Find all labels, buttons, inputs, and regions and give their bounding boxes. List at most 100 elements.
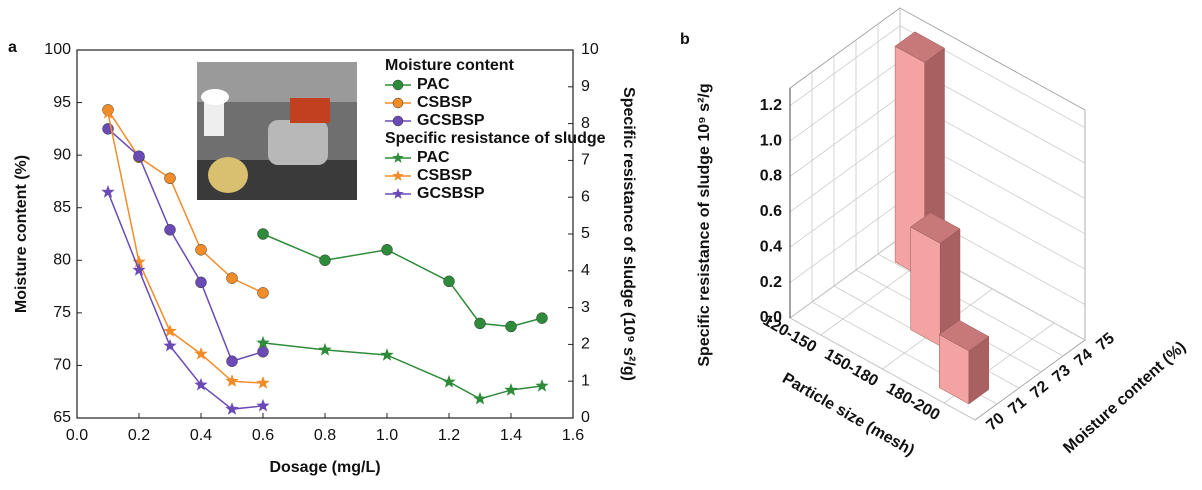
x-tick-label: 120-150 <box>760 312 819 356</box>
star-marker <box>163 338 177 352</box>
star-marker <box>473 391 487 405</box>
star-marker <box>163 324 177 337</box>
y-tick-label: 73 <box>1049 362 1074 387</box>
y-tick-label: 75 <box>53 304 71 321</box>
z-tick-label: 0.2 <box>760 274 782 291</box>
grid-line <box>877 24 1064 357</box>
series-line <box>262 342 543 400</box>
circle-marker <box>474 317 486 330</box>
star-marker <box>132 255 146 268</box>
series-line <box>262 233 543 328</box>
x-tick-label: 0.4 <box>190 427 212 444</box>
bar-top <box>894 31 945 63</box>
legend-marker <box>392 170 404 181</box>
legend-title: Moisture content <box>385 57 515 74</box>
y2-axis-label: Specific resistance of sludge (10⁹ s²/g) <box>620 87 637 381</box>
star-marker <box>380 348 394 361</box>
x-tick-label: 1.2 <box>438 427 460 444</box>
y-tick-label: 95 <box>53 94 71 111</box>
legend-label: CSBSP <box>417 167 472 184</box>
series-line <box>107 191 264 410</box>
x-tick-label: 0.0 <box>66 427 88 444</box>
y-tick-label: 90 <box>53 146 71 163</box>
legend-marker <box>392 152 404 163</box>
legend-title: Specific resistance of sludge <box>385 130 606 147</box>
bar-top <box>910 212 961 244</box>
circle-marker <box>195 276 207 289</box>
y2-tick-label: 4 <box>581 262 590 279</box>
star-marker <box>256 398 270 412</box>
panel-label: b <box>680 31 690 48</box>
z-axis-label: Specific resistance of sludge 10⁹ s²/g <box>696 83 713 366</box>
star-marker <box>535 379 549 392</box>
z-tick-label: 0.8 <box>760 168 782 185</box>
star-marker <box>101 185 115 198</box>
x-tick-label: 180-200 <box>883 380 942 424</box>
y-tick-label: 72 <box>1027 378 1052 403</box>
y-tick-label: 70 <box>983 410 1008 435</box>
left-wall <box>789 7 901 319</box>
x-tick-label: 1.6 <box>562 427 584 444</box>
y-tick-label: 75 <box>1093 330 1118 355</box>
circle-marker <box>443 275 455 288</box>
legend-label: CSBSP <box>417 94 472 111</box>
circle-marker <box>381 244 393 256</box>
z-tick-label: 1.2 <box>760 97 782 114</box>
star-marker <box>318 342 332 356</box>
circle-marker <box>257 346 269 358</box>
grid-line <box>811 72 998 405</box>
y2-tick-label: 7 <box>581 152 590 169</box>
circle-marker <box>505 320 517 333</box>
star-marker <box>132 263 146 276</box>
y-tick-label: 80 <box>53 252 71 269</box>
y2-tick-label: 8 <box>581 115 590 132</box>
y-axis-label: Moisture content (%) <box>13 155 30 313</box>
y-tick-label: 65 <box>53 409 71 426</box>
photo-inset <box>197 62 357 200</box>
circle-marker <box>133 150 145 162</box>
y2-tick-label: 10 <box>581 41 599 58</box>
legend-marker <box>392 97 404 109</box>
y2-tick-label: 2 <box>581 336 590 353</box>
x-axis-label: Dosage (mg/L) <box>269 459 380 476</box>
circle-marker <box>195 244 207 256</box>
star-marker <box>101 105 115 119</box>
legend-marker <box>392 79 404 91</box>
star-marker <box>194 377 208 391</box>
y2-tick-label: 9 <box>581 78 590 95</box>
circle-marker <box>164 224 176 236</box>
circle-marker <box>257 287 269 299</box>
x-tick-label: 150-180 <box>822 346 881 390</box>
legend-marker <box>392 115 404 127</box>
panel-label: a <box>8 39 17 56</box>
bar <box>938 319 990 405</box>
circle-marker <box>257 228 269 240</box>
y2-tick-label: 6 <box>581 188 590 205</box>
bar <box>910 212 961 347</box>
star-marker <box>194 347 208 360</box>
star-marker <box>442 374 456 388</box>
legend-label: PAC <box>417 149 450 166</box>
y2-tick-label: 1 <box>581 372 590 389</box>
star-marker <box>225 374 239 387</box>
star-marker <box>504 383 518 396</box>
y2-tick-label: 0 <box>581 409 590 426</box>
circle-marker <box>226 272 238 284</box>
z-tick-label: 0.6 <box>760 203 782 220</box>
y-tick-label: 74 <box>1071 346 1096 371</box>
bar-top <box>938 319 990 352</box>
circle-marker <box>226 355 238 367</box>
series-line <box>107 112 264 384</box>
z-tick-label: 0.4 <box>760 238 782 255</box>
x-tick-label: 1.0 <box>376 427 398 444</box>
legend-label: GCSBSP <box>417 185 485 202</box>
y-tick-label: 71 <box>1005 394 1030 419</box>
star-marker <box>256 335 270 349</box>
y-tick-label: 85 <box>53 199 71 216</box>
bar-front <box>910 226 941 347</box>
y-tick-label: 70 <box>53 357 71 374</box>
y-tick-label: 100 <box>44 41 71 58</box>
circle-marker <box>319 254 331 267</box>
